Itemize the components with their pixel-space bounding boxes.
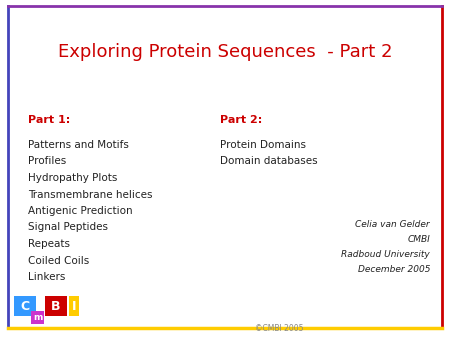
FancyBboxPatch shape xyxy=(69,296,79,316)
Text: I: I xyxy=(72,299,76,313)
Text: Celia van Gelder: Celia van Gelder xyxy=(356,220,430,229)
FancyBboxPatch shape xyxy=(31,311,44,324)
Text: Transmembrane helices: Transmembrane helices xyxy=(28,190,153,199)
Text: Domain databases: Domain databases xyxy=(220,156,318,167)
Text: Profiles: Profiles xyxy=(28,156,66,167)
Text: Coiled Coils: Coiled Coils xyxy=(28,256,89,266)
Text: Patterns and Motifs: Patterns and Motifs xyxy=(28,140,129,150)
Text: m: m xyxy=(33,313,42,322)
Text: Part 1:: Part 1: xyxy=(28,115,70,125)
Text: Radboud University: Radboud University xyxy=(341,250,430,259)
Text: C: C xyxy=(20,299,30,313)
Text: Protein Domains: Protein Domains xyxy=(220,140,306,150)
Text: B: B xyxy=(51,299,61,313)
Text: Hydropathy Plots: Hydropathy Plots xyxy=(28,173,117,183)
Text: Signal Peptides: Signal Peptides xyxy=(28,222,108,233)
Text: ©CMBI 2005: ©CMBI 2005 xyxy=(255,324,303,333)
Text: December 2005: December 2005 xyxy=(357,265,430,274)
FancyBboxPatch shape xyxy=(14,296,36,316)
FancyBboxPatch shape xyxy=(45,296,67,316)
Text: Antigenic Prediction: Antigenic Prediction xyxy=(28,206,133,216)
Text: Part 2:: Part 2: xyxy=(220,115,262,125)
Text: Repeats: Repeats xyxy=(28,239,70,249)
Text: CMBI: CMBI xyxy=(407,235,430,244)
Text: Exploring Protein Sequences  - Part 2: Exploring Protein Sequences - Part 2 xyxy=(58,43,392,61)
Text: Linkers: Linkers xyxy=(28,272,65,282)
